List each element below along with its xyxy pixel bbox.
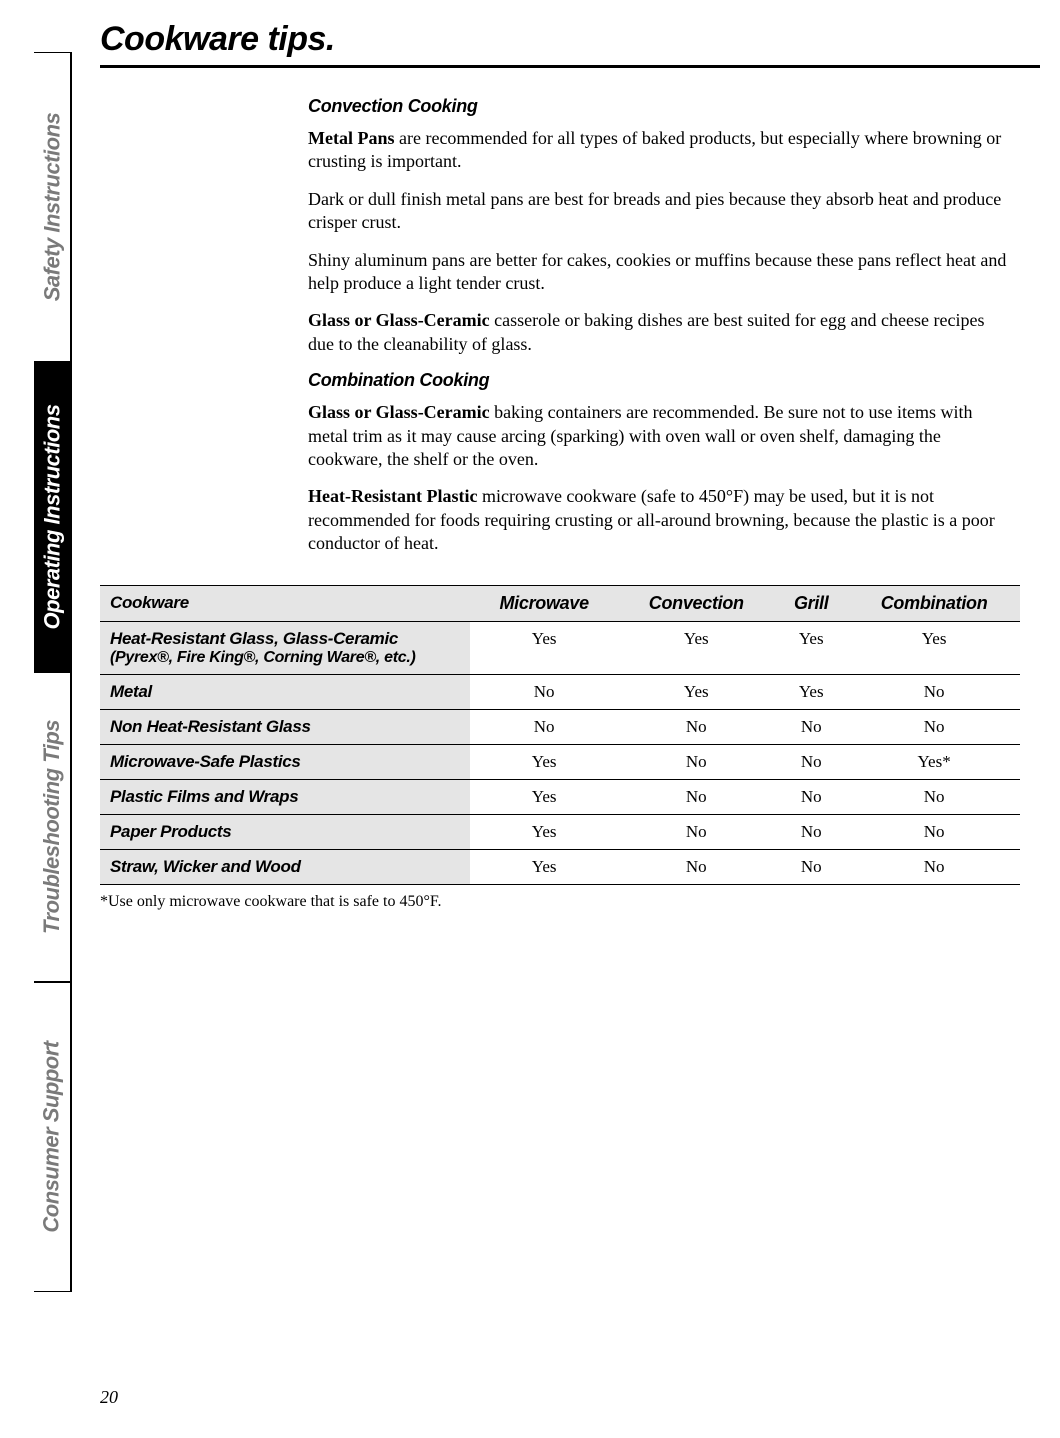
section-heading: Convection Cooking	[308, 96, 1013, 117]
cell: Yes	[848, 622, 1020, 675]
tab-label: Troubleshooting Tips	[39, 720, 65, 934]
table-body: Heat-Resistant Glass, Glass-Ceramic(Pyre…	[100, 622, 1020, 885]
paragraph: Dark or dull finish metal pans are best …	[308, 188, 1013, 235]
cell: No	[774, 780, 848, 815]
cell: No	[848, 815, 1020, 850]
cookware-table: Cookware Microwave Convection Grill Comb…	[100, 585, 1020, 885]
cell: Yes	[470, 622, 618, 675]
cell: No	[774, 815, 848, 850]
main-content: Cookware tips. Convection Cooking Metal …	[100, 20, 1040, 911]
cell: No	[774, 850, 848, 885]
cell: Yes	[470, 745, 618, 780]
row-label: Microwave-Safe Plastics	[100, 745, 470, 780]
row-label: Heat-Resistant Glass, Glass-Ceramic(Pyre…	[100, 622, 470, 675]
tab-troubleshooting-tips[interactable]: Troubleshooting Tips	[34, 672, 70, 982]
title-divider	[100, 65, 1040, 68]
row-label: Straw, Wicker and Wood	[100, 850, 470, 885]
section-combination: Combination Cooking Glass or Glass-Ceram…	[308, 370, 1013, 555]
cell: No	[848, 710, 1020, 745]
col-header: Cookware	[100, 586, 470, 622]
section-convection: Convection Cooking Metal Pans are recomm…	[308, 96, 1013, 356]
tab-label: Operating Instructions	[39, 405, 65, 630]
bold-lead: Heat-Resistant Plastic	[308, 486, 477, 506]
col-header: Combination	[848, 586, 1020, 622]
vertical-divider	[70, 52, 72, 1292]
cell: No	[618, 780, 774, 815]
page-title: Cookware tips.	[100, 20, 1040, 59]
table-row: Microwave-Safe Plastics Yes No No Yes*	[100, 745, 1020, 780]
table-row: Straw, Wicker and Wood Yes No No No	[100, 850, 1020, 885]
page-number: 20	[100, 1387, 118, 1408]
paragraph: Metal Pans are recommended for all types…	[308, 127, 1013, 174]
cell: Yes	[618, 675, 774, 710]
row-label: Metal	[100, 675, 470, 710]
para-text: Shiny aluminum pans are better for cakes…	[308, 250, 1006, 293]
row-label: Paper Products	[100, 815, 470, 850]
cell: No	[470, 710, 618, 745]
table-row: Metal No Yes Yes No	[100, 675, 1020, 710]
tab-safety-instructions[interactable]: Safety Instructions	[34, 52, 70, 362]
cell: No	[618, 815, 774, 850]
cell: Yes	[774, 675, 848, 710]
cell: No	[774, 710, 848, 745]
row-sublabel: (Pyrex®, Fire King®, Corning Ware®, etc.…	[110, 649, 460, 667]
cell: Yes	[470, 780, 618, 815]
col-header: Convection	[618, 586, 774, 622]
col-header: Microwave	[470, 586, 618, 622]
paragraph: Shiny aluminum pans are better for cakes…	[308, 249, 1013, 296]
body-text-block: Convection Cooking Metal Pans are recomm…	[308, 96, 1013, 555]
table-row: Paper Products Yes No No No	[100, 815, 1020, 850]
cell: Yes*	[848, 745, 1020, 780]
section-heading: Combination Cooking	[308, 370, 1013, 391]
cell: Yes	[470, 850, 618, 885]
table-header: Cookware Microwave Convection Grill Comb…	[100, 586, 1020, 622]
table-row: Plastic Films and Wraps Yes No No No	[100, 780, 1020, 815]
cell: No	[848, 850, 1020, 885]
tab-consumer-support[interactable]: Consumer Support	[34, 982, 70, 1292]
row-label: Non Heat-Resistant Glass	[100, 710, 470, 745]
bold-lead: Glass or Glass-Ceramic	[308, 310, 490, 330]
cell: No	[470, 675, 618, 710]
sidebar-tabs: Safety Instructions Operating Instructio…	[0, 0, 72, 1438]
cell: No	[618, 850, 774, 885]
paragraph: Glass or Glass-Ceramic baking containers…	[308, 401, 1013, 471]
cell: No	[618, 745, 774, 780]
paragraph: Heat-Resistant Plastic microwave cookwar…	[308, 485, 1013, 555]
row-label-text: Heat-Resistant Glass, Glass-Ceramic	[110, 629, 398, 648]
table-row: Heat-Resistant Glass, Glass-Ceramic(Pyre…	[100, 622, 1020, 675]
footnote: *Use only microwave cookware that is saf…	[100, 893, 1040, 911]
cell: No	[848, 780, 1020, 815]
paragraph: Glass or Glass-Ceramic casserole or baki…	[308, 309, 1013, 356]
table-header-row: Cookware Microwave Convection Grill Comb…	[100, 586, 1020, 622]
table-row: Non Heat-Resistant Glass No No No No	[100, 710, 1020, 745]
cell: No	[848, 675, 1020, 710]
para-text: are recommended for all types of baked p…	[308, 128, 1001, 171]
para-text: Dark or dull finish metal pans are best …	[308, 189, 1001, 232]
cell: Yes	[470, 815, 618, 850]
cell: Yes	[774, 622, 848, 675]
cell: No	[774, 745, 848, 780]
cell: Yes	[618, 622, 774, 675]
row-label: Plastic Films and Wraps	[100, 780, 470, 815]
bold-lead: Glass or Glass-Ceramic	[308, 402, 490, 422]
bold-lead: Metal Pans	[308, 128, 394, 148]
cell: No	[618, 710, 774, 745]
tab-label: Safety Instructions	[39, 113, 65, 302]
col-header: Grill	[774, 586, 848, 622]
tab-label: Consumer Support	[39, 1041, 65, 1232]
tab-operating-instructions[interactable]: Operating Instructions	[34, 362, 70, 672]
